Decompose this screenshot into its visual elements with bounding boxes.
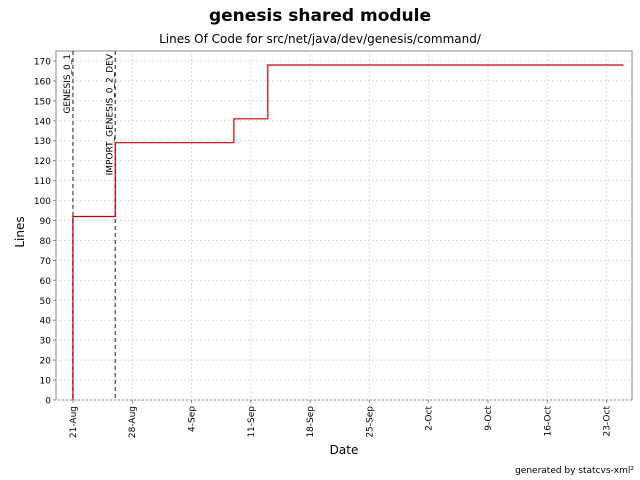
chart-subtitle: Lines Of Code for src/net/java/dev/genes…	[159, 32, 481, 46]
grid	[56, 51, 632, 401]
y-tick-label: 70	[40, 257, 52, 267]
plot-area	[55, 50, 633, 401]
y-tick-label: 30	[40, 337, 52, 347]
y-tick-label: 90	[40, 217, 52, 227]
x-tick-label: 16-Oct	[543, 406, 553, 437]
y-tick-label: 10	[40, 377, 52, 387]
y-tick-label: 80	[40, 237, 52, 247]
x-tick-label: 2-Oct	[425, 406, 435, 431]
y-tick-label: 110	[34, 177, 51, 187]
x-tick-label: 18-Sep	[306, 406, 316, 438]
series-layer	[72, 64, 624, 400]
x-axis-label: Date	[330, 443, 359, 457]
x-tick-label: 9-Oct	[484, 406, 494, 431]
y-axis-label: Lines	[13, 216, 27, 247]
y-axis: 0 10 20 30 40 50 60 70 80 90 100 110 120 130 140 150 160…	[34, 57, 56, 407]
x-axis: 21-Aug 28-Aug 4-Sep 11-Sep 18-Sep 25-Sep 2-Oct…	[69, 400, 613, 438]
version-marker-label: IMPORT_GENESIS_0_2_DEV	[105, 53, 115, 175]
y-tick-label: 140	[34, 117, 51, 127]
x-tick-label: 28-Aug	[128, 406, 138, 438]
series-line	[72, 64, 624, 400]
y-tick-label: 170	[34, 57, 51, 67]
y-tick-label: 0	[45, 397, 51, 407]
y-tick-label: 120	[34, 157, 51, 167]
footer-credit: generated by statcvs-xml²	[515, 466, 634, 476]
y-tick-label: 150	[34, 97, 51, 107]
chart-title: genesis shared module	[208, 6, 432, 26]
x-tick-label: 4-Sep	[188, 406, 198, 432]
y-tick-label: 130	[34, 137, 51, 147]
y-tick-label: 20	[40, 357, 52, 367]
x-tick-label: 25-Sep	[365, 406, 375, 438]
y-tick-label: 100	[34, 197, 51, 207]
x-tick-label: 23-Oct	[603, 406, 613, 437]
version-marker-label: GENESIS_0_1	[63, 54, 73, 114]
y-tick-label: 60	[40, 277, 52, 287]
x-tick-label: 21-Aug	[69, 406, 79, 438]
y-tick-label: 40	[40, 317, 52, 327]
y-tick-label: 160	[34, 77, 51, 87]
x-tick-label: 11-Sep	[247, 406, 257, 438]
y-tick-label: 50	[40, 297, 52, 307]
